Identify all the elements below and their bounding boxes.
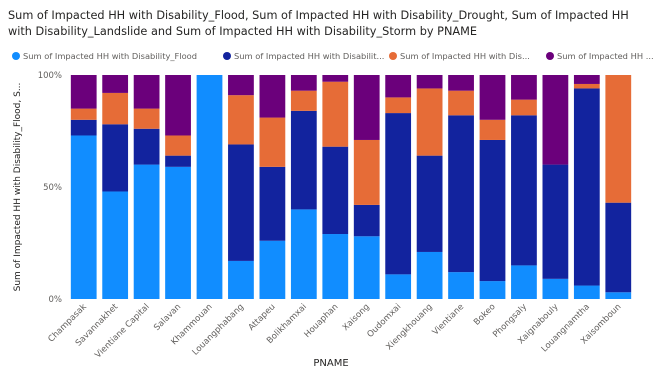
bar-segment[interactable] (573, 285, 600, 299)
bar-segment[interactable] (353, 236, 380, 299)
bar-segment[interactable] (416, 75, 443, 89)
chart-title: Sum of Impacted HH with Disability_Flood… (8, 9, 629, 38)
x-tick-label: Bokeo (472, 302, 498, 328)
bar-segment[interactable] (573, 83, 600, 89)
y-axis-title: Sum of Impacted HH with Disability_Flood… (13, 83, 23, 292)
bar-segment[interactable] (573, 75, 600, 84)
bar-segment[interactable] (385, 274, 412, 299)
y-tick-label: 50% (43, 183, 62, 193)
bar-segment[interactable] (605, 75, 632, 203)
legend-label: Sum of Impacted HH with Disabilit... (234, 51, 385, 61)
legend-marker-icon (546, 52, 554, 60)
bar-segment[interactable] (228, 75, 254, 96)
bar-segment[interactable] (228, 260, 254, 299)
bar-segment[interactable] (70, 75, 97, 109)
bar-segment[interactable] (259, 75, 286, 118)
bar-segment[interactable] (102, 124, 129, 192)
x-tick-label: Vientiane (431, 302, 466, 337)
bar-segment[interactable] (290, 75, 317, 91)
bar-segment[interactable] (102, 75, 129, 93)
legend-item[interactable]: Sum of Impacted HH with Dis... (389, 51, 530, 61)
bar-segment[interactable] (322, 234, 349, 299)
bar-segment[interactable] (70, 119, 97, 136)
x-tick-label: Houaphan (303, 302, 341, 340)
bar-segment[interactable] (573, 88, 600, 286)
bar-segment[interactable] (448, 272, 474, 299)
bar-segment[interactable] (133, 75, 160, 109)
y-tick-label: 100% (38, 71, 62, 81)
bar-segment[interactable] (479, 139, 506, 282)
bar-segment[interactable] (165, 135, 191, 156)
bar-segment[interactable] (322, 81, 349, 147)
bar-segment[interactable] (511, 75, 537, 100)
legend-label: Sum of Impacted HH ... (557, 51, 654, 61)
bar-segment[interactable] (605, 292, 632, 299)
bar-segment[interactable] (196, 75, 223, 299)
bar-segment[interactable] (479, 281, 506, 299)
bar-segment[interactable] (479, 75, 506, 120)
bar-segment[interactable] (385, 113, 412, 275)
legend-item[interactable]: Sum of Impacted HH ... (546, 51, 654, 61)
bar-segment[interactable] (165, 155, 191, 167)
bar-segment[interactable] (511, 265, 537, 299)
bar-segment[interactable] (165, 75, 191, 136)
bar-segment[interactable] (416, 251, 443, 299)
legend-label: Sum of Impacted HH with Disability_Flood (23, 51, 198, 61)
x-axis-title: PNAME (313, 358, 349, 369)
bar-segment[interactable] (70, 108, 97, 120)
x-tick-label: Attapeu (247, 302, 278, 333)
bar-segment[interactable] (259, 166, 286, 241)
y-tick-label: 0% (49, 295, 63, 305)
bar-segment[interactable] (228, 95, 254, 145)
bar-segment[interactable] (353, 139, 380, 205)
bar-segment[interactable] (228, 144, 254, 261)
x-tick-label: Salavan (152, 302, 183, 333)
bar-segment[interactable] (385, 75, 412, 98)
legend[interactable]: Sum of Impacted HH with Disability_Flood… (4, 48, 658, 66)
bar-segment[interactable] (133, 108, 160, 129)
x-tick-label: Vientiane Capital (93, 302, 151, 360)
bar-segment[interactable] (448, 75, 474, 91)
bar-segment[interactable] (448, 90, 474, 116)
bar-segment[interactable] (448, 115, 474, 273)
legend-marker-icon (223, 52, 231, 60)
bar-segment[interactable] (542, 164, 569, 279)
bar-segment[interactable] (290, 209, 317, 299)
x-tick-label: Xaisong (341, 302, 372, 333)
bar-segment[interactable] (165, 166, 191, 299)
bar-segment[interactable] (259, 240, 286, 299)
legend-item[interactable]: Sum of Impacted HH with Disability_Flood (12, 51, 197, 61)
bar-segment[interactable] (416, 155, 443, 252)
bar-segment[interactable] (542, 278, 569, 299)
bar-segment[interactable] (290, 110, 317, 210)
bar-segment[interactable] (70, 135, 97, 299)
bar-segment[interactable] (479, 119, 506, 140)
bar-segment[interactable] (133, 128, 160, 165)
bar-segment[interactable] (259, 117, 286, 167)
bar-segment[interactable] (416, 88, 443, 156)
bar-segment[interactable] (353, 75, 380, 140)
legend-label: Sum of Impacted HH with Dis... (400, 51, 530, 61)
bar-segment[interactable] (605, 202, 632, 293)
legend-marker-icon (12, 52, 20, 60)
bar-segment[interactable] (133, 164, 160, 299)
bar-segment[interactable] (353, 204, 380, 237)
legend-marker-icon (389, 52, 397, 60)
bar-segment[interactable] (102, 92, 129, 125)
bar-segment[interactable] (322, 146, 349, 235)
bar-segment[interactable] (511, 115, 537, 266)
bar-segment[interactable] (290, 90, 317, 111)
bar-segment[interactable] (511, 99, 537, 116)
bar-segment[interactable] (542, 75, 569, 165)
legend-item[interactable]: Sum of Impacted HH with Disabilit... (223, 51, 384, 61)
bar-segment[interactable] (385, 97, 412, 114)
bar-segment[interactable] (322, 75, 349, 82)
bar-segment[interactable] (102, 191, 129, 299)
